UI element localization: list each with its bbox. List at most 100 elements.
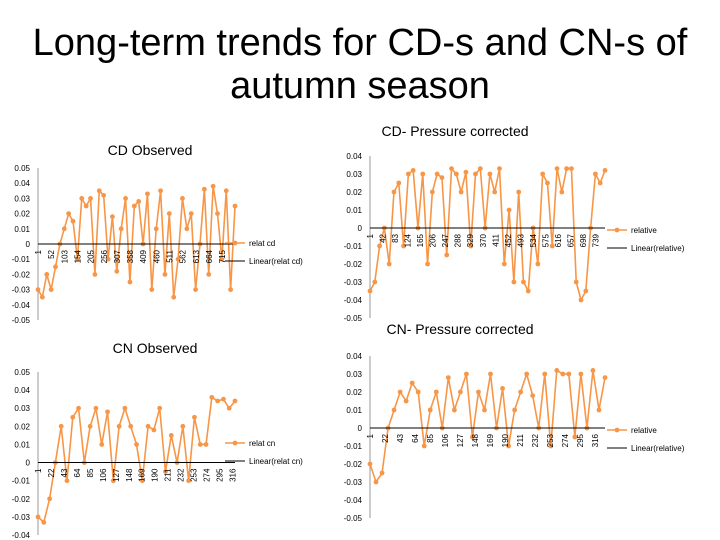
- y-tick-label: 0.02: [346, 188, 362, 197]
- x-tick-group: 190: [151, 468, 160, 482]
- data-point: [434, 171, 440, 177]
- data-point: [453, 171, 459, 177]
- data-point: [93, 405, 99, 411]
- y-tick-label: 0.02: [346, 388, 362, 397]
- data-point: [602, 375, 608, 380]
- data-point: [451, 407, 457, 413]
- chart-title: CN- Pressure corrected: [386, 321, 533, 337]
- y-tick-label: 0.03: [14, 194, 30, 203]
- data-point: [87, 423, 93, 429]
- x-tick-group: 1: [34, 249, 43, 254]
- data-point: [145, 423, 151, 429]
- data-point: [180, 423, 186, 429]
- data-point: [151, 427, 157, 433]
- x-tick-group: 253: [546, 433, 555, 447]
- x-tick-group: 295: [216, 468, 225, 482]
- x-tick-group: 274: [561, 433, 570, 447]
- x-tick-group: 1: [366, 433, 375, 438]
- x-tick-label: 411: [491, 233, 500, 246]
- data-point: [128, 423, 134, 429]
- x-tick-label: 106: [441, 433, 450, 447]
- x-tick-label: 295: [216, 468, 225, 482]
- x-tick-group: 165: [416, 233, 425, 247]
- data-point: [521, 279, 526, 285]
- data-point: [118, 226, 124, 232]
- data-point: [554, 368, 560, 373]
- x-tick-label: 247: [441, 233, 450, 247]
- data-point: [83, 203, 89, 209]
- x-tick-label: 370: [479, 233, 488, 247]
- x-tick-label: 211: [164, 468, 173, 481]
- y-tick-label: -0.02: [344, 460, 363, 469]
- data-point: [53, 264, 58, 270]
- y-tick-label: 0.04: [14, 386, 30, 395]
- data-point: [542, 371, 548, 377]
- y-tick-label: -0.01: [12, 255, 31, 264]
- x-tick-group: 211: [516, 433, 525, 446]
- data-point: [193, 287, 199, 292]
- x-tick-group: 698: [579, 233, 588, 247]
- data-point: [184, 226, 190, 232]
- data-point: [367, 461, 373, 467]
- x-tick-label: 127: [456, 433, 465, 447]
- x-tick-label: 534: [529, 233, 538, 247]
- data-point: [197, 442, 203, 447]
- x-tick-group: 232: [177, 468, 186, 482]
- x-tick-label: 148: [471, 433, 480, 447]
- data-point: [476, 389, 481, 395]
- data-point: [487, 171, 493, 177]
- x-tick-group: 169: [486, 433, 495, 447]
- data-point: [201, 186, 207, 192]
- x-tick-label: 83: [391, 233, 400, 242]
- x-tick-group: 409: [139, 249, 148, 263]
- data-point: [524, 371, 530, 377]
- data-point: [180, 196, 185, 201]
- x-tick-label: 211: [516, 433, 525, 446]
- data-point: [122, 405, 128, 411]
- x-tick-label: 657: [566, 233, 575, 247]
- x-tick-group: 211: [164, 468, 173, 481]
- data-point: [162, 272, 168, 277]
- data-point: [76, 405, 81, 411]
- x-tick-label: 232: [531, 433, 540, 447]
- slide-title: Long-term trends for CD-s and CN-s of au…: [32, 22, 688, 107]
- y-tick-label: 0.04: [346, 152, 362, 161]
- data-point: [386, 261, 392, 267]
- chart-title: CN Observed: [113, 340, 198, 356]
- data-point: [597, 180, 603, 186]
- x-tick-group: 715: [218, 249, 227, 263]
- x-tick-label: 715: [218, 249, 227, 263]
- data-point: [500, 386, 505, 391]
- data-point: [210, 183, 216, 189]
- y-tick-label: 0.03: [346, 170, 362, 179]
- x-tick-group: 205: [87, 249, 96, 263]
- data-point: [497, 166, 502, 171]
- data-point: [482, 407, 487, 413]
- x-tick-label: 1: [366, 233, 375, 238]
- data-point: [548, 443, 554, 449]
- data-point: [75, 256, 80, 262]
- data-point: [64, 478, 70, 484]
- data-point: [101, 192, 107, 198]
- y-tick-label: -0.03: [12, 286, 31, 295]
- x-tick-group: 253: [190, 468, 199, 482]
- data-point: [192, 414, 197, 420]
- x-tick-label: 409: [139, 249, 148, 263]
- y-tick-label: 0.02: [14, 210, 30, 219]
- x-tick-group: 85: [86, 468, 95, 477]
- x-tick-group: 64: [73, 468, 82, 477]
- data-point: [473, 171, 478, 177]
- x-tick-label: 562: [179, 249, 188, 263]
- y-tick-label: -0.03: [344, 278, 363, 287]
- data-point: [127, 279, 133, 285]
- x-tick-label: 206: [429, 233, 438, 247]
- data-point: [373, 479, 379, 485]
- y-tick-label: 0: [26, 240, 31, 249]
- data-point: [572, 434, 578, 440]
- y-tick-label: 0.01: [14, 440, 30, 449]
- x-tick-group: 657: [566, 233, 575, 247]
- x-tick-label: 307: [113, 249, 122, 263]
- data-point: [477, 166, 483, 171]
- y-tick-label: -0.04: [344, 296, 363, 305]
- data-point: [427, 407, 433, 413]
